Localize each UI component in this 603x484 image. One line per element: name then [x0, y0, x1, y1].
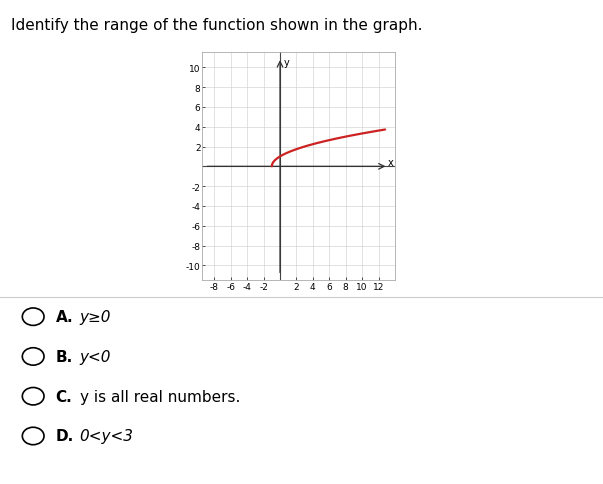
Text: y≥0: y≥0	[80, 310, 111, 324]
Text: B.: B.	[55, 349, 73, 364]
Text: 0<y<3: 0<y<3	[80, 429, 134, 443]
Text: Identify the range of the function shown in the graph.: Identify the range of the function shown…	[11, 18, 422, 33]
Text: C.: C.	[55, 389, 72, 404]
Text: x: x	[388, 158, 394, 168]
Text: y<0: y<0	[80, 349, 111, 364]
Text: D.: D.	[55, 429, 74, 443]
Text: y: y	[283, 58, 289, 68]
Text: A.: A.	[55, 310, 73, 324]
Text: y is all real numbers.: y is all real numbers.	[80, 389, 240, 404]
